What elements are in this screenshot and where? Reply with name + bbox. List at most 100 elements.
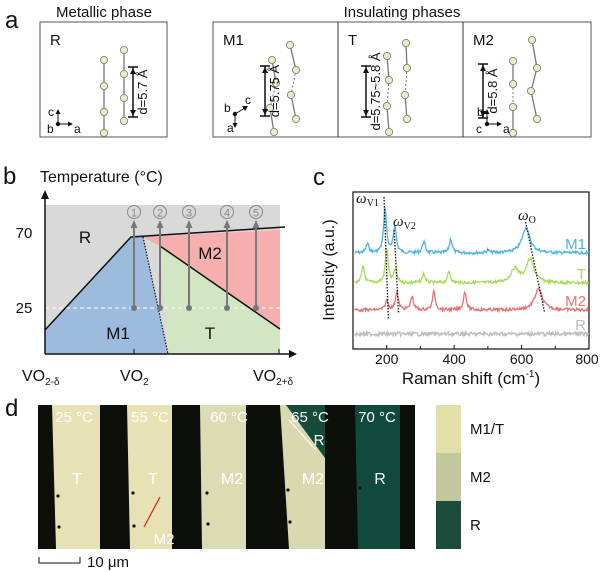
- defect-spot: [56, 494, 60, 498]
- mode-annotation: ωV2: [393, 214, 416, 232]
- vanadium-atom: [271, 79, 280, 88]
- axis-c: [234, 107, 246, 115]
- vanadium-atom: [100, 82, 109, 91]
- spectrum-R: [354, 329, 590, 339]
- arrow-head-icon: [223, 220, 231, 228]
- v-v-bond: [530, 90, 538, 120]
- vanadium-atom: [402, 64, 411, 73]
- v-v-bond: [531, 39, 538, 69]
- axis-label: a: [503, 122, 510, 136]
- region-label-M2: M2: [198, 244, 222, 263]
- arrow-head-icon: [130, 220, 138, 228]
- region-label-M1: M1: [106, 324, 130, 343]
- temperature-label: 70 °C: [358, 409, 396, 426]
- vanadium-atom: [384, 76, 393, 85]
- vanadium-atom: [400, 91, 409, 100]
- defect-spot: [286, 488, 290, 492]
- panel-c-label: c: [313, 164, 325, 191]
- region-label-R: R: [79, 228, 91, 247]
- legend-swatch-r: [436, 501, 461, 549]
- panel-b-label: b: [3, 163, 16, 190]
- mode-shift-guide: [383, 196, 390, 321]
- arrow-head-icon: [130, 68, 136, 74]
- legend-swatch-m1-t: [436, 405, 461, 453]
- stripe-phase-label: T: [72, 471, 82, 488]
- path-start-dot: [131, 305, 137, 311]
- stripe-60C: [200, 405, 246, 549]
- vanadium-atom: [291, 115, 300, 124]
- path-number-2: 2: [157, 208, 163, 220]
- legend-label: M2: [470, 469, 491, 486]
- vanadium-atom: [100, 128, 109, 137]
- x-tick-vo2-minus: VO2-δ: [22, 368, 60, 388]
- y-tick-25: 25: [16, 300, 33, 317]
- path-number-circle: [127, 205, 141, 219]
- axis-label: c: [476, 122, 482, 136]
- mode-annotation: ωO: [518, 208, 536, 226]
- axis-label: c: [48, 105, 54, 119]
- path-start-dot: [186, 305, 192, 311]
- stripe-55C: [127, 405, 172, 549]
- path-start-dot: [157, 305, 163, 311]
- arrow-head-icon: [156, 220, 164, 228]
- vanadium-atom: [120, 46, 129, 55]
- region-M2: [143, 230, 280, 329]
- vanadium-atom: [528, 36, 537, 45]
- d-spacing-label: d=5.7 Å: [135, 69, 150, 115]
- y-axis-title: Temperature (°C): [40, 169, 163, 186]
- vanadium-atom: [265, 104, 274, 113]
- axis-label: a: [227, 121, 234, 135]
- d-spacing-label: d=5.75~5.8 Å: [368, 52, 383, 130]
- path-number-1: 1: [131, 208, 137, 220]
- temperature-label: 25 °C: [55, 409, 93, 426]
- v-v-bond: [404, 94, 408, 120]
- spectrum-M1: [354, 207, 590, 256]
- axis-label: b: [477, 105, 484, 119]
- defect-spot: [288, 520, 292, 524]
- arrow-head-icon: [363, 67, 369, 73]
- spectrum-T: [354, 248, 590, 287]
- vanadium-atom: [120, 117, 129, 126]
- v-v-bond: [289, 44, 297, 71]
- legend-swatch-m2: [436, 453, 461, 501]
- stripe-25C: [52, 405, 100, 549]
- vanadium-atom: [508, 80, 517, 89]
- arrow-head-icon: [252, 220, 260, 228]
- crystal-axes-icon: cb a: [47, 105, 81, 136]
- vanadium-atom: [508, 128, 517, 137]
- path-number-circle: [220, 205, 234, 219]
- r-structure-box: [39, 21, 168, 138]
- domain-label-R: R: [314, 432, 325, 449]
- y-axis-arrow-icon: [41, 190, 49, 199]
- legend-label: M1/T: [470, 421, 504, 438]
- v-v-bond: [386, 105, 390, 133]
- series-label-M1: M1: [565, 236, 586, 253]
- vanadium-atom: [508, 57, 517, 66]
- v-v-bond: [386, 79, 390, 107]
- crystal-axes-icon: bca: [224, 93, 251, 135]
- phase-boundary-M1-T: [142, 236, 169, 355]
- vanadium-atom: [285, 41, 294, 50]
- defect-spot: [358, 486, 362, 490]
- plot-frame: [352, 191, 590, 350]
- R-domain-65C: [286, 405, 325, 458]
- defect-spot: [205, 491, 209, 495]
- phase-boundary-M2-T: [159, 245, 281, 330]
- panel-b: b Temperature (°C) 70 25 VO2-δ VO2 VO2+δ…: [3, 163, 297, 388]
- region-M1: [45, 237, 168, 354]
- series-label-R: R: [575, 317, 586, 334]
- stripe-phase-label: M2: [302, 471, 324, 488]
- crystal-axes-icon: bc a: [476, 105, 510, 136]
- domain-label-M2: M2: [154, 531, 175, 548]
- arrow-head-icon: [262, 67, 268, 73]
- mode-shift-guide: [524, 221, 546, 313]
- axis-label: b: [224, 101, 231, 115]
- y-tick-70: 70: [16, 225, 33, 242]
- arrow-head-icon: [480, 111, 486, 117]
- v-v-bond: [405, 42, 408, 69]
- y-axis-label: Intensity (a.u.): [321, 219, 338, 320]
- vanadium-atom: [382, 102, 391, 111]
- mode-shift-guide: [393, 229, 400, 314]
